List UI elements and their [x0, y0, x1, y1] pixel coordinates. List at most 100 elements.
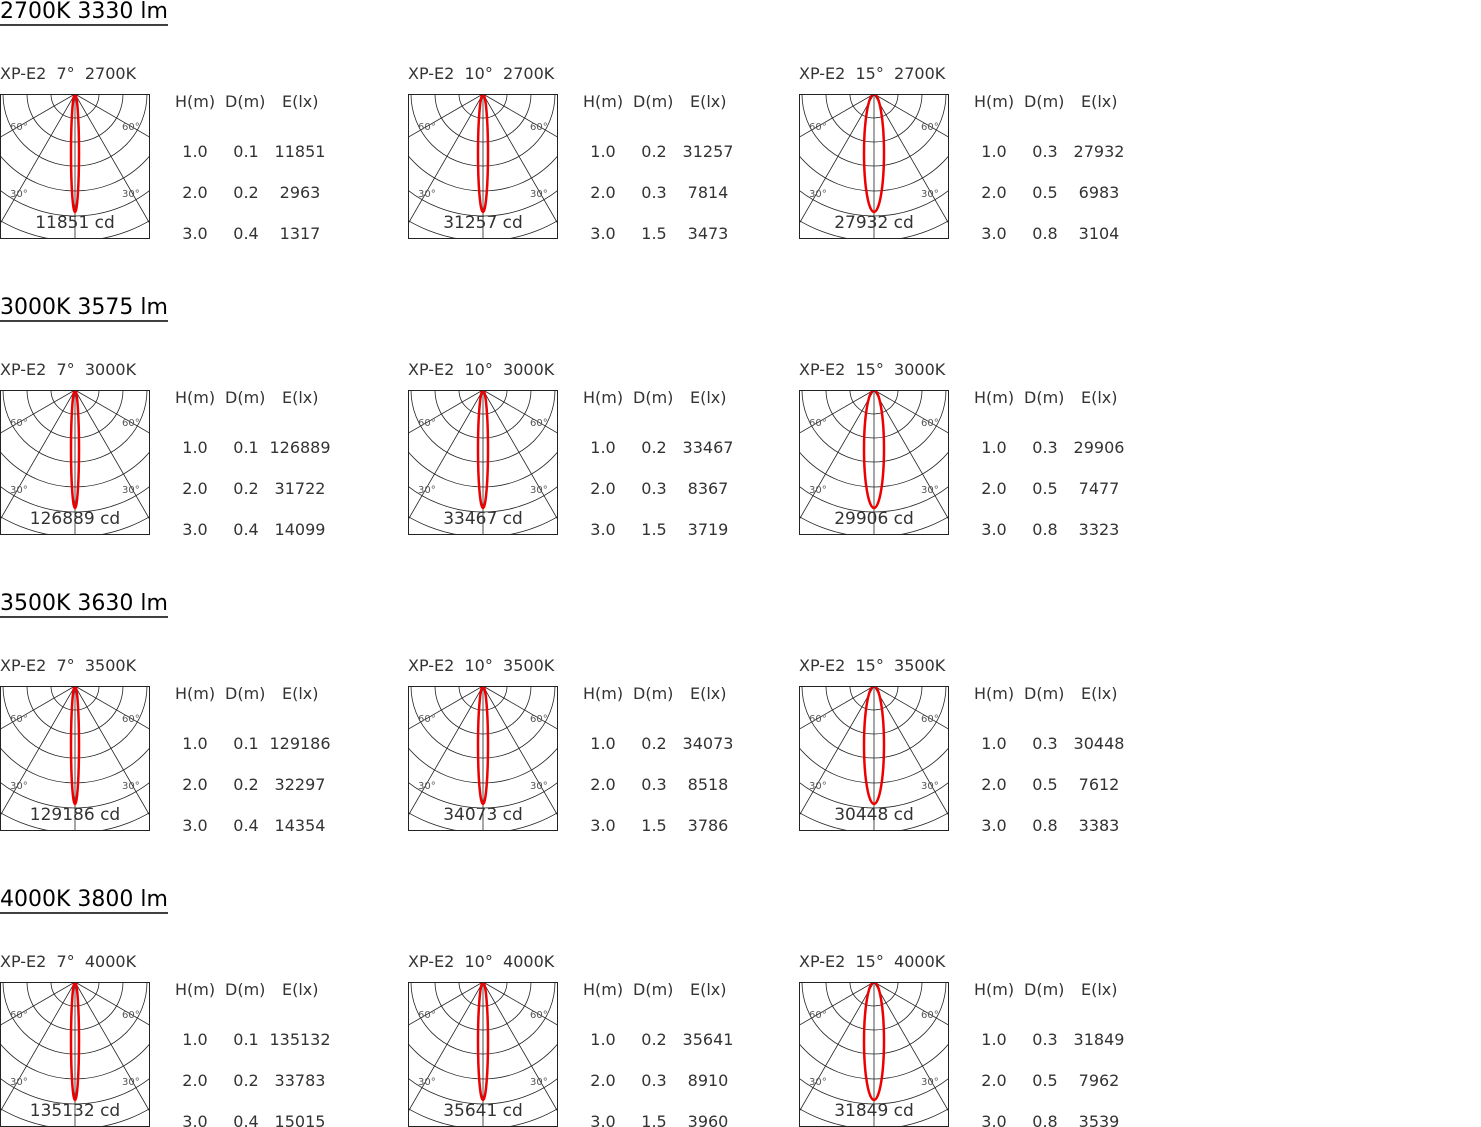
angle-label: 60° [418, 1010, 436, 1021]
polar-ray [482, 390, 558, 434]
table-cell: 3786 [688, 816, 729, 835]
table-cell: 1.5 [641, 816, 666, 835]
table-cell: 2.0 [590, 183, 615, 202]
polar-ray [482, 94, 558, 225]
table-cell: 8518 [688, 775, 729, 794]
polar-ray [74, 982, 150, 1113]
polar-ray [482, 982, 558, 1113]
panel-label: XP-E2 10° 3500K [408, 656, 555, 675]
table-header: H(m) [175, 388, 215, 407]
table-cell: 31849 [1074, 1030, 1125, 1049]
table-header: D(m) [1024, 388, 1064, 407]
angle-label: 30° [122, 781, 140, 792]
polar-ray [0, 94, 76, 225]
intensity-label: 29906 cd [834, 509, 914, 529]
table-cell: 0.1 [233, 142, 258, 161]
table-cell: 3.0 [182, 224, 207, 243]
table-cell: 3.0 [981, 224, 1006, 243]
diagram-frame [408, 686, 558, 831]
table-cell: 31257 [683, 142, 734, 161]
table-cell: 0.5 [1032, 1071, 1057, 1090]
table-header: D(m) [633, 92, 673, 111]
table-cell: 0.3 [1032, 1030, 1057, 1049]
table-cell: 7612 [1079, 775, 1120, 794]
table-cell: 1.5 [641, 224, 666, 243]
table-cell: 2.0 [182, 1071, 207, 1090]
beam-lobe [69, 94, 81, 214]
intensity-label: 35641 cd [443, 1101, 523, 1121]
panel-label: XP-E2 15° 3000K [799, 360, 946, 379]
table-header: D(m) [225, 92, 265, 111]
angle-label: 60° [122, 418, 140, 429]
polar-ray [0, 686, 76, 817]
diagram-frame [0, 686, 150, 831]
angle-label: 30° [418, 485, 436, 496]
angle-label: 30° [921, 781, 939, 792]
table-cell: 2.0 [590, 1071, 615, 1090]
table-cell: 0.4 [233, 1112, 258, 1127]
table-cell: 0.8 [1032, 520, 1057, 539]
table-cell: 3383 [1079, 816, 1120, 835]
table-cell: 1.5 [641, 520, 666, 539]
table-cell: 1317 [280, 224, 321, 243]
table-header: H(m) [175, 684, 215, 703]
polar-diagram: 60° 60° 30° 30° 35641 cd [408, 982, 558, 1127]
angle-label: 60° [809, 122, 827, 133]
panel-label: XP-E2 7° 3500K [0, 656, 137, 675]
angle-label: 60° [921, 1010, 939, 1021]
table-cell: 0.2 [233, 183, 258, 202]
diagram-frame [799, 94, 949, 239]
polar-ray [74, 390, 150, 521]
table-cell: 30448 [1074, 734, 1125, 753]
table-cell: 8910 [688, 1071, 729, 1090]
diagram-frame [0, 94, 150, 239]
table-cell: 0.3 [641, 1071, 666, 1090]
table-cell: 0.2 [233, 479, 258, 498]
beam-lobe [476, 982, 490, 1102]
table-cell: 1.0 [981, 1030, 1006, 1049]
polar-ray [408, 686, 484, 817]
angle-label: 30° [122, 1077, 140, 1088]
polar-ray [74, 686, 150, 817]
angle-label: 60° [10, 418, 28, 429]
table-cell: 129186 [269, 734, 330, 753]
table-cell: 1.0 [590, 142, 615, 161]
polar-ray [482, 982, 558, 1026]
polar-diagram: 60° 60° 30° 30° 135132 cd [0, 982, 150, 1127]
angle-label: 30° [10, 1077, 28, 1088]
table-cell: 8367 [688, 479, 729, 498]
table-cell: 0.3 [641, 479, 666, 498]
angle-label: 30° [418, 1077, 436, 1088]
table-cell: 1.0 [182, 1030, 207, 1049]
table-cell: 1.5 [641, 1112, 666, 1127]
table-cell: 7814 [688, 183, 729, 202]
angle-label: 30° [921, 485, 939, 496]
angle-label: 30° [122, 189, 140, 200]
table-cell: 126889 [269, 438, 330, 457]
table-header: D(m) [1024, 684, 1064, 703]
table-cell: 3.0 [981, 520, 1006, 539]
table-header: E(lx) [690, 980, 727, 999]
angle-label: 60° [921, 418, 939, 429]
table-cell: 6983 [1079, 183, 1120, 202]
angle-label: 30° [10, 189, 28, 200]
table-cell: 2.0 [981, 775, 1006, 794]
panel-label: XP-E2 15° 4000K [799, 952, 946, 971]
polar-ray [482, 94, 558, 138]
table-header: H(m) [974, 980, 1014, 999]
angle-label: 60° [530, 418, 548, 429]
polar-ray [408, 982, 484, 1113]
polar-ray [873, 94, 949, 138]
table-header: D(m) [633, 684, 673, 703]
polar-diagram: 60° 60° 30° 30° 33467 cd [408, 390, 558, 535]
table-cell: 1.0 [590, 1030, 615, 1049]
angle-label: 30° [809, 189, 827, 200]
angle-label: 60° [530, 714, 548, 725]
section-title: 4000K 3800 lm [0, 887, 168, 912]
table-header: D(m) [225, 684, 265, 703]
table-cell: 0.2 [641, 438, 666, 457]
polar-ray [873, 94, 949, 225]
beam-lobe [862, 686, 886, 806]
angle-label: 60° [921, 714, 939, 725]
